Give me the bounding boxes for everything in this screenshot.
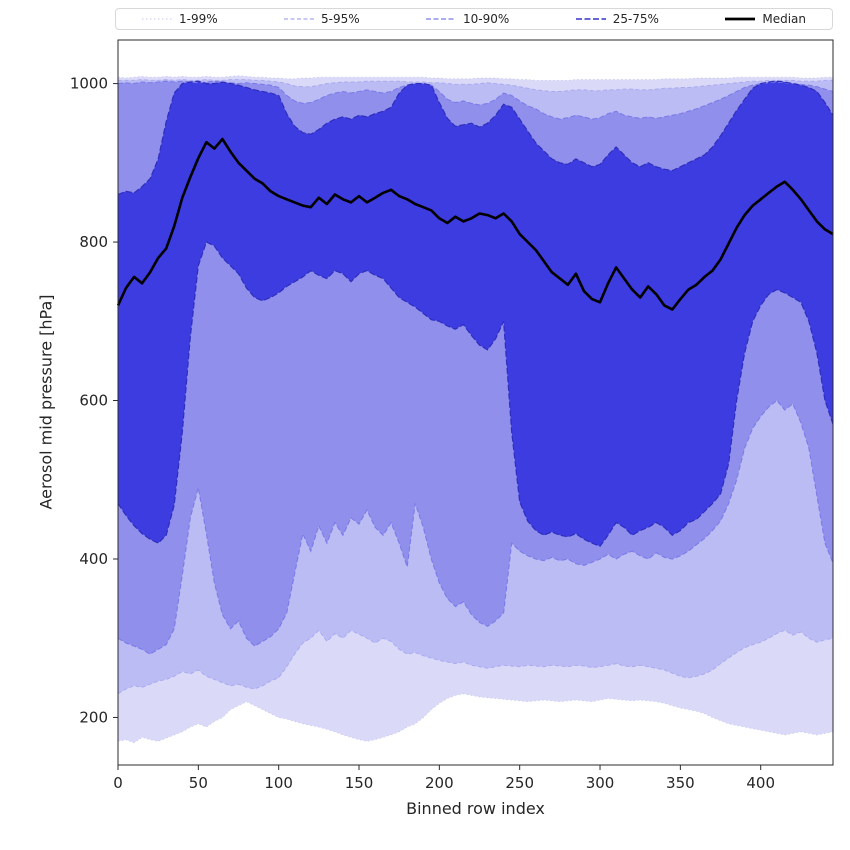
y-axis-label: Aerosol mid pressure [hPa] (36, 294, 56, 510)
legend-label: 25-75% (612, 12, 659, 26)
y-tick-label: 800 (79, 233, 108, 251)
x-tick-label: 350 (666, 774, 695, 792)
axes-frame (117, 39, 834, 766)
x-tick-label: 400 (746, 774, 775, 792)
legend-line-sample (426, 18, 457, 20)
x-tick-label: 0 (113, 774, 123, 792)
band-lower-line-1-99% (117, 693, 834, 744)
legend-item-10-90-: 10-90% (426, 12, 509, 26)
legend-label: 10-90% (463, 12, 510, 26)
x-tick-label: 50 (189, 774, 208, 792)
legend-line-sample (284, 18, 315, 20)
legend-item-5-95-: 5-95% (284, 12, 360, 26)
band-lower-line-5-95% (117, 629, 834, 695)
band-upper-line-1-99% (117, 75, 833, 81)
legend-item-25-75-: 25-75% (575, 12, 659, 26)
x-tick-label: 200 (425, 774, 454, 792)
legend-line-sample (725, 17, 756, 21)
x-tick-label: 250 (505, 774, 534, 792)
band-fill-25-75% (118, 81, 833, 547)
legend-item-1-99-: 1-99% (142, 12, 218, 26)
median-line (116, 137, 834, 311)
band-upper-line-25-75% (117, 80, 834, 196)
legend-label: Median (762, 12, 806, 26)
y-tick-label: 600 (79, 392, 108, 410)
band-lower-line-25-75% (117, 241, 834, 548)
x-tick-label: 300 (586, 774, 615, 792)
y-tick-label: 200 (79, 708, 108, 726)
band-upper-line-10-90% (117, 80, 834, 120)
y-tick-label: 400 (79, 550, 108, 568)
band-lower-line-10-90% (117, 399, 834, 655)
x-axis-label: Binned row index (406, 799, 545, 818)
legend-line-sample (575, 18, 606, 20)
x-tick-label: 100 (264, 774, 293, 792)
legend-label: 5-95% (321, 12, 360, 26)
x-tick-label: 150 (345, 774, 374, 792)
legend-line-sample (142, 18, 172, 20)
y-tick-label: 1000 (70, 75, 108, 93)
chart-legend: 1-99% 5-95% 10-90% 25-75% Median (115, 8, 833, 30)
legend-item-median: Median (725, 12, 806, 26)
band-upper-line-5-95% (118, 79, 833, 92)
legend-label: 1-99% (179, 12, 218, 26)
